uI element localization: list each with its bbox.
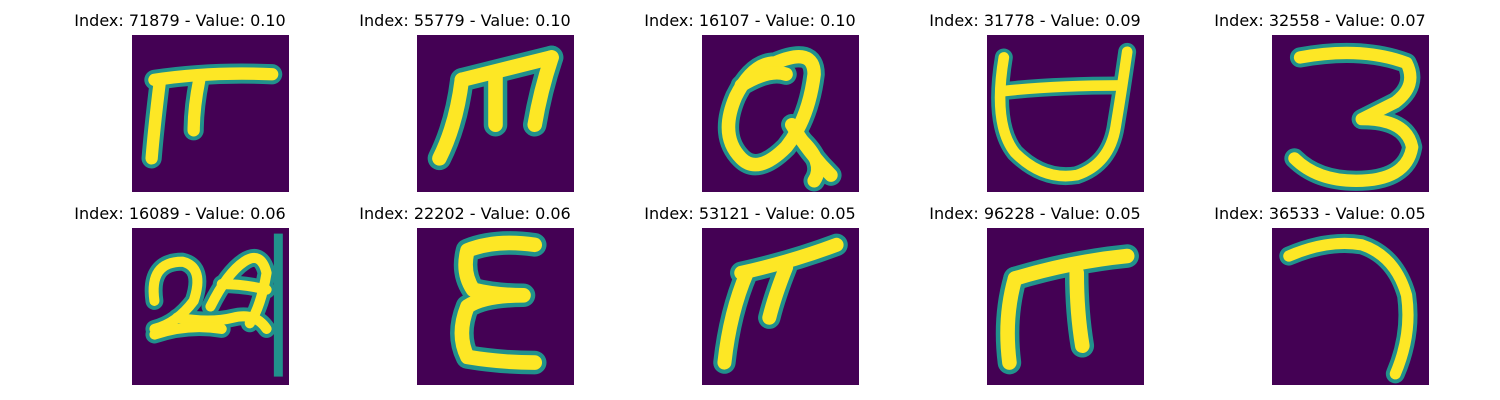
image-panel: Index: 32558 - Value: 0.07 — [1170, 0, 1470, 192]
panel-title: Index: 36533 - Value: 0.05 — [1214, 204, 1426, 223]
handwritten-glyph-image — [702, 228, 859, 385]
image-panel: Index: 16089 - Value: 0.06 — [30, 193, 330, 385]
image-panel: Index: 96228 - Value: 0.05 — [885, 193, 1185, 385]
handwritten-glyph-image — [987, 228, 1144, 385]
panel-title: Index: 53121 - Value: 0.05 — [644, 204, 856, 223]
image-panel: Index: 36533 - Value: 0.05 — [1170, 193, 1470, 385]
panel-title: Index: 16107 - Value: 0.10 — [644, 11, 856, 30]
panel-title: Index: 96228 - Value: 0.05 — [929, 204, 1141, 223]
handwritten-glyph-image — [132, 228, 289, 385]
image-panel: Index: 22202 - Value: 0.06 — [315, 193, 615, 385]
panel-title: Index: 32558 - Value: 0.07 — [1214, 11, 1426, 30]
handwritten-glyph-image — [132, 35, 289, 192]
panel-title: Index: 16089 - Value: 0.06 — [74, 204, 286, 223]
image-panel: Index: 53121 - Value: 0.05 — [600, 193, 900, 385]
panel-title: Index: 31778 - Value: 0.09 — [929, 11, 1141, 30]
handwritten-glyph-image — [417, 228, 574, 385]
panel-title: Index: 22202 - Value: 0.06 — [359, 204, 571, 223]
image-panel: Index: 16107 - Value: 0.10 — [600, 0, 900, 192]
panel-title: Index: 71879 - Value: 0.10 — [74, 11, 286, 30]
image-panel: Index: 31778 - Value: 0.09 — [885, 0, 1185, 192]
handwritten-glyph-image — [1272, 35, 1429, 192]
panel-title: Index: 55779 - Value: 0.10 — [359, 11, 571, 30]
handwritten-glyph-image — [417, 35, 574, 192]
handwritten-glyph-image — [987, 35, 1144, 192]
image-panel: Index: 55779 - Value: 0.10 — [315, 0, 615, 192]
image-panel: Index: 71879 - Value: 0.10 — [30, 0, 330, 192]
handwritten-glyph-image — [702, 35, 859, 192]
handwritten-glyph-image — [1272, 228, 1429, 385]
